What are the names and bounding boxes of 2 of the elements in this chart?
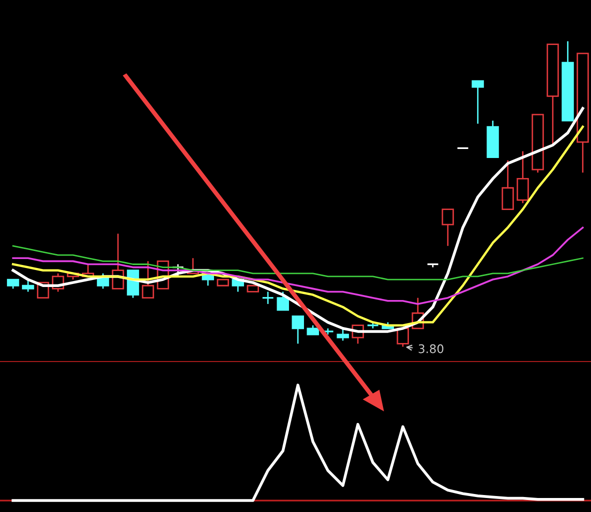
candlestick (262, 291, 274, 305)
annotation: 3.80 (418, 344, 444, 354)
